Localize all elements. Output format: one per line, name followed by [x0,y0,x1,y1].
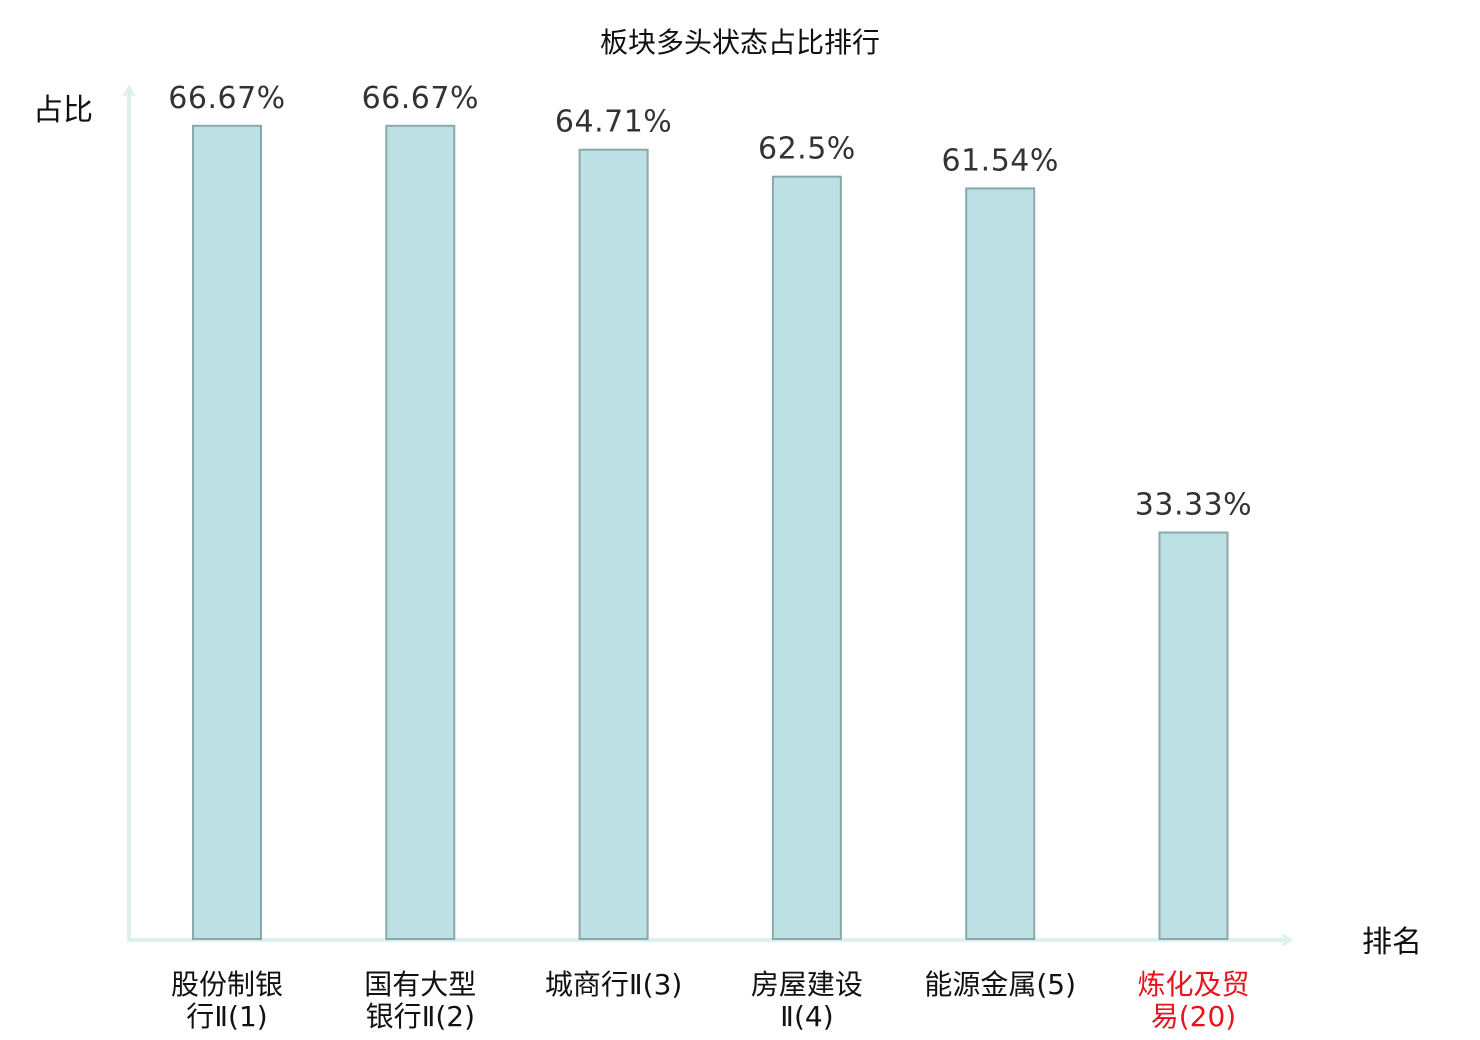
bar [771,175,842,940]
bar-value-label: 61.54% [942,143,1059,178]
bar [578,148,649,940]
category-label: 银行Ⅱ(2) [366,1000,475,1033]
bar-value-label: 62.5% [758,132,856,167]
bar [1158,531,1229,940]
category-label: 行Ⅱ(1) [186,1000,267,1033]
y-axis-title: 占比 [33,93,93,128]
category-label: 城商行Ⅱ(3) [545,968,682,1001]
bar-value-label: 64.71% [555,105,672,140]
value-labels-group: 66.67% 66.67% 64.71% 62.5% 61.54% 33.33% [168,81,1252,523]
bar [192,124,262,941]
bar [385,124,456,941]
category-label: 国有大型 [364,968,476,1001]
x-axis-title: 排名 [1362,925,1422,960]
category-label: Ⅱ(4) [780,1000,833,1033]
category-label: 易(20) [1151,1000,1236,1033]
category-label: 能源金属(5) [924,968,1076,1001]
category-label: 炼化及贸 [1137,968,1249,1001]
chart-title: 板块多头状态占比排行 [600,26,880,59]
bar-value-label: 66.67% [168,81,285,116]
category-label: 股份制银 [171,968,283,1001]
bar-value-label: 66.67% [362,81,479,116]
category-label: 房屋建设 [751,968,863,1001]
bar [965,187,1036,940]
bars-group [192,124,1229,941]
bar-value-label: 33.33% [1135,488,1252,523]
